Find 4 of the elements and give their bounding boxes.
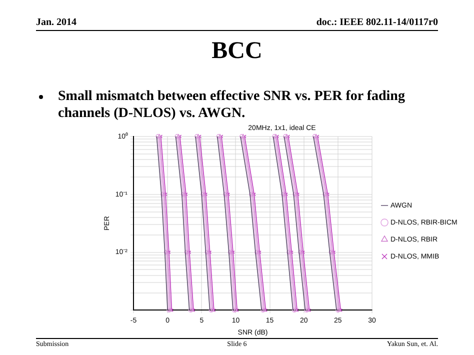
text: Small mismatch between effective SNR vs. PER for fading channels (D-NLOS) vs. AWGN.	[58, 88, 406, 122]
text: BCC	[210, 38, 264, 65]
text: doc.: IEEE 802.11-14/0117r0	[316, 17, 438, 28]
text: Jan. 2014	[36, 17, 77, 28]
